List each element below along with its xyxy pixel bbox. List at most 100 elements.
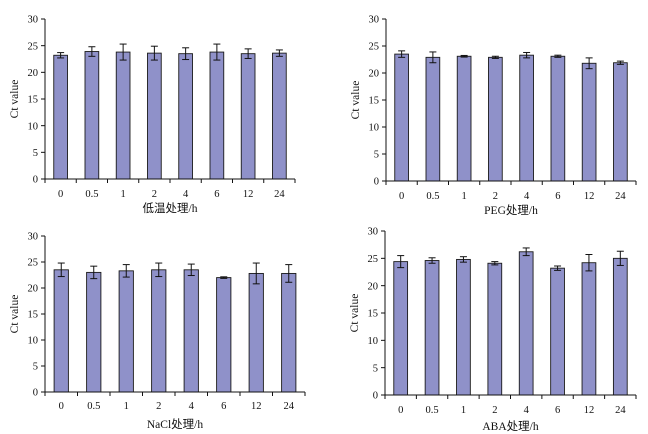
bar-12 [240,53,256,180]
error-bar-12 [585,254,593,272]
bar-24 [281,272,297,393]
error-bar-0.5 [90,265,98,280]
bar-6 [216,277,232,393]
x-tick-label: 12 [243,189,254,200]
error-bar-0 [397,255,405,269]
error-bar-24 [616,60,624,65]
y-tick-label: 15 [28,310,39,321]
bar-1 [456,258,471,396]
bar-12 [581,62,597,182]
x-tick-label: 0 [59,401,64,412]
error-bar-0.5 [88,46,96,57]
y-tick-label: 20 [28,68,39,79]
x-tick-label: 24 [274,189,285,200]
bar-4 [183,269,199,393]
x-tick-label: 6 [555,405,560,416]
x-tick-label: 0 [399,191,404,202]
bar-0 [394,53,409,182]
y-tick-label: 30 [369,15,380,26]
error-bar-2 [491,261,499,266]
error-bar-6 [554,54,562,58]
y-tick-label: 30 [28,15,39,26]
bar-2 [151,269,167,393]
y-tick-label: 30 [28,232,39,243]
x-tick-label: 24 [615,405,626,416]
error-bar-24 [285,264,293,283]
y-axis-title: Ct value [350,81,362,120]
y-tick-label: 25 [28,258,39,269]
error-bar-24 [616,250,624,266]
x-tick-label: 2 [152,189,157,200]
error-bar-2 [491,55,499,59]
bar-0.5 [86,271,102,393]
y-tick-label: 20 [368,281,379,292]
x-tick-label: 6 [221,401,226,412]
x-tick-label: 1 [124,401,129,412]
x-tick-label: 4 [524,405,530,416]
error-bar-0 [398,50,406,58]
x-tick-label: 2 [156,401,161,412]
x-tick-label: 24 [284,401,295,412]
bar-6 [550,267,565,396]
error-bar-1 [460,54,468,58]
error-bar-0.5 [429,51,437,64]
bar-6 [550,55,566,182]
y-tick-label: 0 [33,388,38,399]
x-tick-label: 1 [461,405,466,416]
y-tick-label: 25 [368,254,379,265]
y-tick-label: 5 [373,363,378,374]
bar-4 [178,53,193,180]
x-tick-label: 0.5 [426,405,439,416]
x-tick-label: 12 [251,401,262,412]
bar-0.5 [424,260,440,396]
x-tick-label: 0.5 [426,191,439,202]
error-bar-12 [585,57,593,70]
error-bar-4 [187,263,195,277]
y-tick-label: 5 [33,148,38,159]
y-tick-label: 20 [28,284,39,295]
x-tick-label: 1 [121,189,126,200]
error-bar-4 [523,51,531,59]
bar-1 [456,55,472,182]
bar-6 [209,51,225,180]
error-bar-24 [275,49,283,57]
x-axis-title: 低温处理/h [143,201,198,215]
x-tick-label: 0 [398,405,403,416]
x-axis-title: NaCl处理/h [147,418,203,431]
x-tick-label: 4 [189,401,195,412]
y-tick-label: 0 [33,175,38,186]
bar-4 [518,251,534,396]
x-tick-label: 4 [183,189,189,200]
bar-2 [488,56,503,182]
y-tick-label: 30 [368,227,379,238]
y-tick-label: 5 [33,362,38,373]
error-bar-2 [150,45,158,61]
y-tick-label: 15 [369,96,380,107]
error-bar-0.5 [428,257,436,264]
error-bar-12 [244,48,252,59]
x-tick-label: 24 [615,191,626,202]
bar-0 [53,54,68,180]
y-tick-label: 0 [373,391,378,402]
x-tick-label: 2 [493,191,498,202]
bar-24 [612,257,628,396]
y-tick-label: 25 [28,41,39,52]
x-tick-label: 1 [462,191,467,202]
error-bar-0 [57,262,65,278]
x-axis-title: PEG处理/h [484,204,538,217]
y-tick-label: 15 [28,95,39,106]
bar-2 [487,262,503,396]
error-bar-6 [554,265,562,271]
y-tick-label: 25 [369,42,380,53]
x-tick-label: 0 [58,189,63,200]
x-tick-label: 4 [524,191,530,202]
bar-12 [581,262,597,396]
error-bar-6 [220,276,228,279]
x-tick-label: 2 [492,405,497,416]
error-bar-6 [213,43,221,61]
x-tick-label: 6 [555,191,560,202]
error-bar-4 [182,47,190,61]
error-bar-4 [522,247,530,257]
